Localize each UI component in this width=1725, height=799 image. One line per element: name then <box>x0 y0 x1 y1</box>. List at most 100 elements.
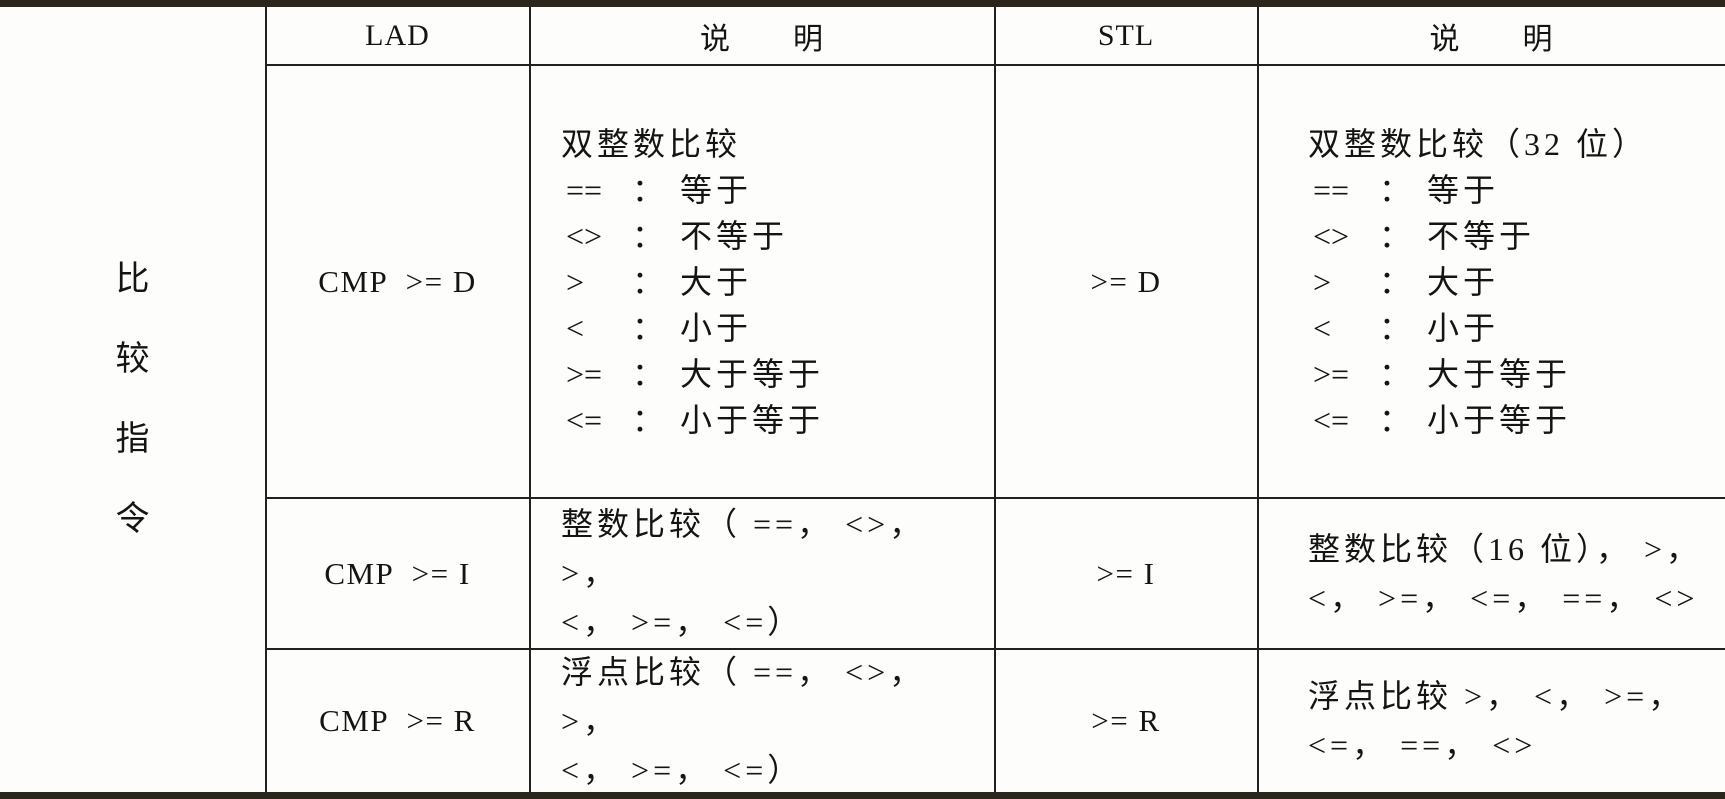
row1-stl-description-title: 双整数比较（32 位） <box>1308 125 1649 162</box>
row2-lad-cell: CMP >= I <box>266 499 529 648</box>
row1-lad-operator-list: == ： 等于 <> ： 不等于 > ： 大于 < ： 小于 >= ： 大于等于 <= ： 小于等于 <box>561 167 824 443</box>
header-lad-label: LAD <box>365 18 430 52</box>
operator-term: 大于 <box>1427 263 1500 300</box>
row3-stl-description-text: 浮点比较 >， <， >=， <=， ==， <> <box>1308 672 1684 770</box>
operator-colon: ： <box>1379 171 1416 208</box>
row2-stl-instruction: >= I <box>1096 555 1156 591</box>
text-line: <， >=， <=） <box>561 604 804 640</box>
row1-stl-operator-list: == ： 等于 <> ： 不等于 > ： 大于 < ： 小于 >= ： 大于等于 <= ： 小于等于 <box>1308 167 1648 443</box>
operator-symbol: == <box>566 171 603 208</box>
operator-symbol: <= <box>1313 401 1350 438</box>
column-divider-4 <box>1257 7 1259 792</box>
operator-term: 小于 <box>680 309 753 346</box>
operator-term: 小于 <box>1427 309 1500 346</box>
operator-line: >= ： 大于等于 <box>561 351 824 397</box>
text-line: 浮点比较（ ==， <>， >， <box>561 653 938 739</box>
operator-colon: ： <box>632 171 669 208</box>
operator-symbol: == <box>1313 171 1350 208</box>
operator-symbol: > <box>566 263 585 300</box>
text-line: <， >=， <=） <box>561 751 804 788</box>
row-divider-1 <box>266 497 1725 499</box>
operator-colon: ： <box>632 355 669 392</box>
header-lad-description: 说 明 <box>530 7 994 64</box>
column-divider-3 <box>994 7 996 792</box>
operator-colon: ： <box>632 401 669 438</box>
row1-stl-description-cell: 双整数比较（32 位） == ： 等于 <> ： 不等于 > ： 大于 < ： 小于 >= ： 大于等于 <=… <box>1258 66 1725 497</box>
operator-line: <> ： 不等于 <box>561 213 824 259</box>
operator-colon: ： <box>1379 263 1416 300</box>
operator-line: > ： 大于 <box>1308 259 1648 305</box>
operator-line: <= ： 小于等于 <box>561 397 824 443</box>
operator-colon: ： <box>632 217 669 254</box>
operator-symbol: <> <box>1313 217 1350 254</box>
operator-term: 小于等于 <box>680 401 825 438</box>
row3-lad-description-text: 浮点比较（ ==， <>， >， <， >=， <=） <box>561 648 986 795</box>
operator-term: 等于 <box>680 171 753 208</box>
row3-stl-description-cell: 浮点比较 >， <， >=， <=， ==， <> <box>1258 650 1725 792</box>
row3-stl-instruction: >= R <box>1091 703 1161 738</box>
operator-term: 大于等于 <box>1427 355 1572 392</box>
row2-lad-instruction: CMP >= I <box>324 555 471 591</box>
text-line: <， >=， <=， ==， <> <box>1308 579 1699 616</box>
row2-stl-description-text: 整数比较（16 位）， >， <， >=， <=， ==， <> <box>1308 525 1702 623</box>
operator-colon: ： <box>632 263 669 300</box>
operator-term: 不等于 <box>1427 217 1536 254</box>
row-divider-header <box>266 64 1725 66</box>
row3-lad-description-cell: 浮点比较（ ==， <>， >， <， >=， <=） <box>530 650 994 792</box>
operator-term: 不等于 <box>680 217 789 254</box>
operator-term: 小于等于 <box>1427 401 1572 438</box>
operator-line: == ： 等于 <box>1308 167 1648 213</box>
row2-stl-description-cell: 整数比较（16 位）， >， <， >=， <=， ==， <> <box>1258 499 1725 648</box>
row-group-label: 比较指令 <box>0 7 265 792</box>
text-line: <=， ==， <> <box>1308 727 1537 763</box>
row-divider-2 <box>266 648 1725 650</box>
operator-term: 大于等于 <box>680 355 825 392</box>
operator-colon: ： <box>1379 355 1416 392</box>
text-line: 比 <box>115 260 150 298</box>
operator-symbol: < <box>1313 309 1332 346</box>
header-lad: LAD <box>266 7 529 64</box>
operator-colon: ： <box>1379 217 1416 254</box>
row2-stl-cell: >= I <box>995 499 1257 648</box>
operator-colon: ： <box>1379 309 1416 346</box>
operator-line: >= ： 大于等于 <box>1308 351 1648 397</box>
text-line: 较 <box>115 340 150 378</box>
operator-symbol: <> <box>566 217 603 254</box>
row1-lad-cell: CMP >= D <box>266 66 529 497</box>
table-border-bottom <box>0 792 1725 799</box>
operator-symbol: >= <box>566 355 603 392</box>
table-border-top <box>0 0 1725 7</box>
operator-term: 大于 <box>680 263 753 300</box>
operator-colon: ： <box>1379 401 1416 438</box>
row1-stl-instruction: >= D <box>1090 263 1162 299</box>
column-divider-2 <box>529 7 531 792</box>
operator-symbol: >= <box>1313 355 1350 392</box>
row3-lad-cell: CMP >= R <box>266 650 529 792</box>
text-line: 令 <box>115 500 150 538</box>
text-line: 指 <box>115 420 150 458</box>
text-line: 整数比较（16 位）， >， <box>1308 530 1703 567</box>
row2-lad-description-text: 整数比较（ ==， <>， >， <， >=， <=） <box>561 500 986 647</box>
operator-line: == ： 等于 <box>561 167 824 213</box>
header-stl-label: STL <box>1097 18 1155 52</box>
text-line: 整数比较（ ==， <>， >， <box>561 506 938 591</box>
row3-stl-cell: >= R <box>995 650 1257 792</box>
operator-line: < ： 小于 <box>1308 305 1648 351</box>
row3-lad-instruction: CMP >= R <box>319 703 476 738</box>
header-stl-description-label: 说 明 <box>1429 22 1554 56</box>
row1-lad-instruction: CMP >= D <box>318 263 477 299</box>
operator-line: > ： 大于 <box>561 259 824 305</box>
operator-symbol: > <box>1313 263 1332 300</box>
header-stl-description: 说 明 <box>1258 7 1725 64</box>
row1-lad-description-title: 双整数比较 <box>561 125 742 162</box>
row2-lad-description-cell: 整数比较（ ==， <>， >， <， >=， <=） <box>530 499 994 648</box>
operator-line: <= ： 小于等于 <box>1308 397 1648 443</box>
header-stl: STL <box>995 7 1257 64</box>
operator-line: <> ： 不等于 <box>1308 213 1648 259</box>
operator-colon: ： <box>632 309 669 346</box>
text-line: 浮点比较 >， <， >=， <box>1308 678 1685 714</box>
row1-stl-cell: >= D <box>995 66 1257 497</box>
column-divider-1 <box>265 7 267 792</box>
header-lad-description-label: 说 明 <box>700 22 824 56</box>
